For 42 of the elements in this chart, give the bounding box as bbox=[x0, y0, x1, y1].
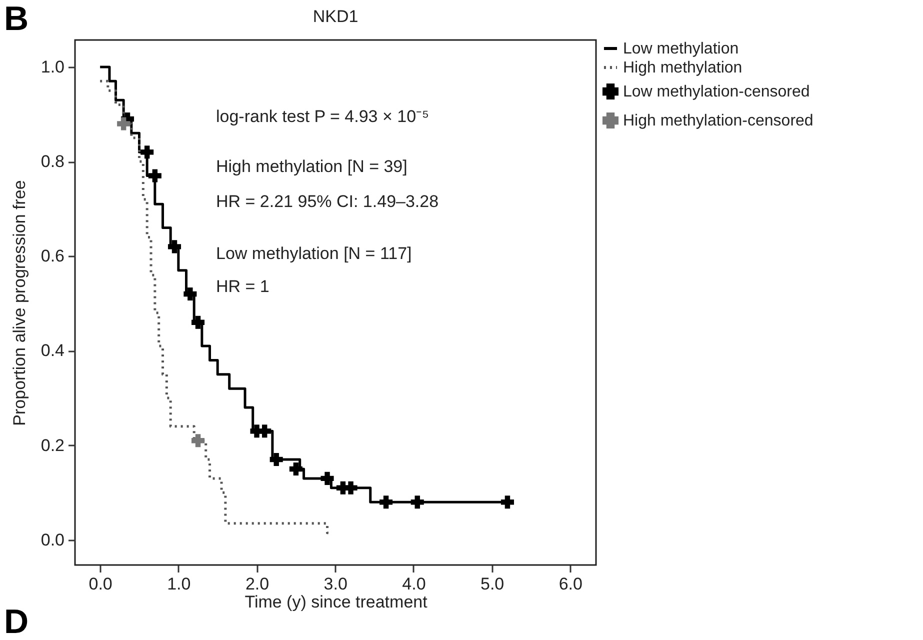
x-tick-label: 0.0 bbox=[88, 574, 112, 594]
point bbox=[140, 146, 154, 159]
text: D bbox=[4, 603, 30, 640]
point bbox=[258, 424, 272, 438]
y-tick-label: 0.8 bbox=[40, 152, 64, 172]
x-tick-label: 2.0 bbox=[245, 574, 270, 594]
point bbox=[191, 434, 205, 448]
legend-label: High methylation bbox=[623, 60, 742, 76]
point bbox=[148, 169, 162, 182]
point bbox=[500, 496, 514, 509]
y-axis-title: Proportion alive progression free bbox=[10, 180, 29, 426]
annotation: High methylation [N = 39] bbox=[216, 157, 408, 176]
point bbox=[168, 240, 182, 254]
x-tick-label: 6.0 bbox=[558, 574, 582, 594]
point bbox=[289, 462, 302, 476]
x-tick-label: 3.0 bbox=[324, 574, 348, 594]
point bbox=[320, 472, 334, 485]
legend-label: Low methylation bbox=[623, 40, 739, 58]
point bbox=[344, 481, 358, 494]
point bbox=[117, 117, 130, 130]
chart-title: NKD1 bbox=[312, 7, 358, 26]
y-tick-label: 0.6 bbox=[40, 246, 64, 266]
x-tick-label: 1.0 bbox=[167, 574, 191, 594]
y-tick-label: 0.2 bbox=[40, 436, 64, 455]
annotation: HR = 2.21 95% CI: 1.49–3.28 bbox=[216, 192, 439, 211]
annotation: log-rank test P = 4.93 × 10⁻⁵ bbox=[216, 107, 430, 126]
x-tick-label: 4.0 bbox=[402, 574, 426, 594]
annotation: HR = 1 bbox=[216, 277, 270, 296]
y-tick-label: 1.0 bbox=[40, 57, 64, 76]
y-tick-label: 0.4 bbox=[40, 341, 64, 360]
point bbox=[184, 287, 197, 301]
legend-label: Low methylation-censored bbox=[623, 84, 810, 100]
point bbox=[380, 496, 393, 509]
text: B bbox=[4, 0, 29, 39]
y-tick-label: 0.0 bbox=[40, 530, 64, 550]
legend-label: High methylation-censored bbox=[623, 112, 814, 130]
x-axis-title: Time (y) since treatment bbox=[244, 592, 428, 612]
point bbox=[191, 316, 205, 329]
x-tick-label: 5.0 bbox=[480, 574, 504, 594]
point bbox=[270, 453, 283, 466]
annotation: Low methylation [N = 117] bbox=[216, 244, 412, 263]
point bbox=[410, 496, 424, 509]
